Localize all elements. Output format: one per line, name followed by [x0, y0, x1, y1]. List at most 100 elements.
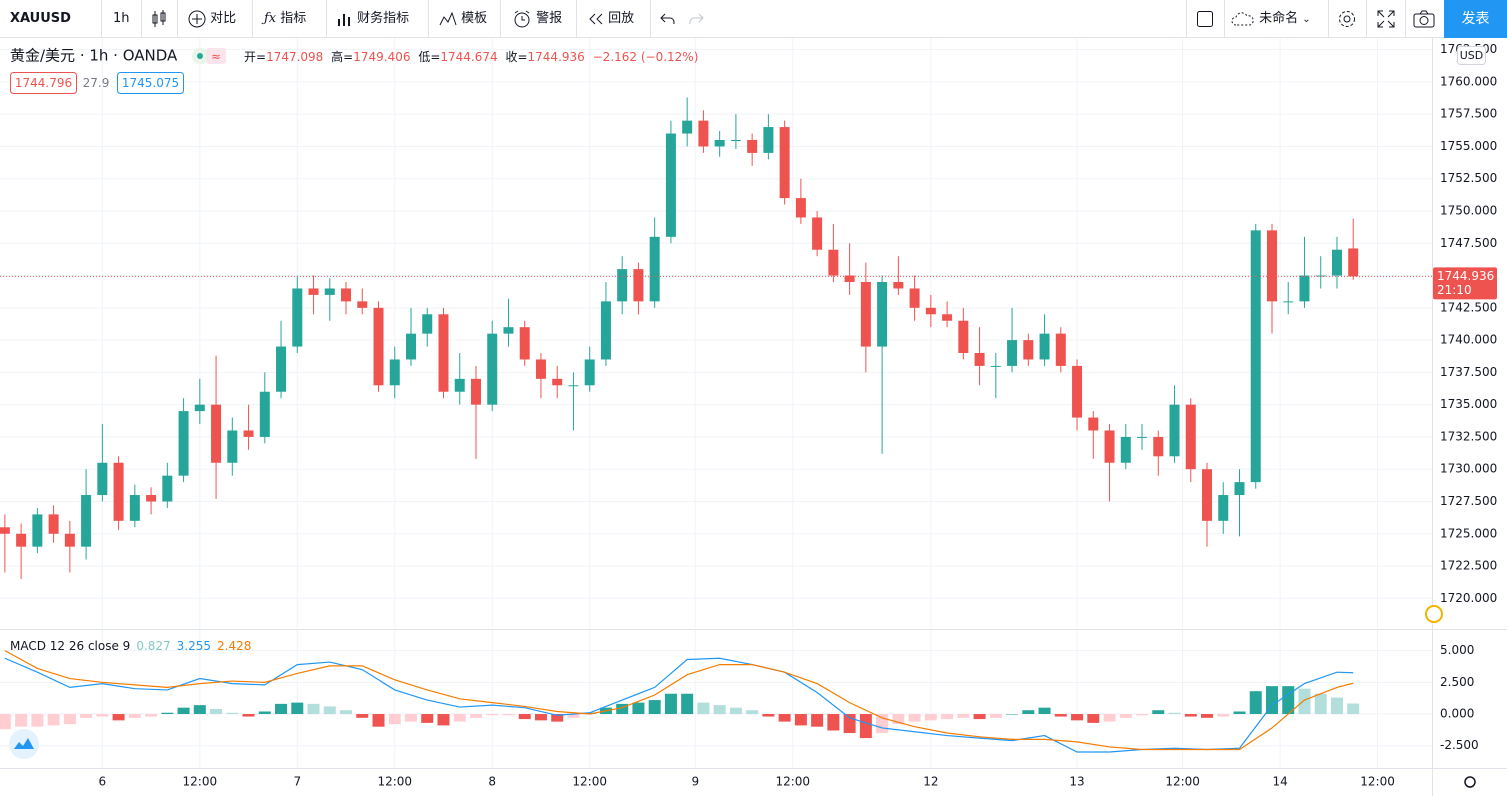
separator	[1405, 0, 1406, 37]
bars-icon	[338, 13, 350, 26]
replay-icon	[589, 13, 603, 24]
histogram-bar	[31, 714, 44, 727]
candle-body	[1331, 249, 1342, 276]
candle-icon	[152, 9, 166, 27]
last-price-tag	[1433, 267, 1497, 300]
candle-body	[779, 127, 790, 199]
histogram-bar	[859, 714, 872, 739]
candle-body	[243, 430, 254, 437]
financials-button[interactable]: 财务指标	[337, 0, 409, 37]
x-tick-label: 12:00	[1360, 775, 1395, 789]
logo[interactable]	[9, 729, 39, 759]
bid-box[interactable]	[10, 72, 77, 94]
indicator-title: MACD 12 26 close 9	[10, 639, 130, 653]
events-icon[interactable]	[1425, 605, 1443, 623]
candle-body	[909, 288, 920, 308]
candle-body	[795, 198, 806, 218]
layout-button[interactable]	[1196, 0, 1214, 37]
indicators-button[interactable]: ƒx 指标	[264, 0, 306, 37]
compare-button[interactable]: 对比	[188, 0, 236, 37]
histogram-bar	[648, 700, 661, 715]
histogram-bar	[242, 714, 255, 717]
candle-body	[990, 365, 1001, 367]
chart-type[interactable]	[151, 0, 167, 37]
grid	[0, 38, 1432, 768]
histogram-bar	[827, 714, 840, 731]
histogram-bar	[1119, 714, 1132, 718]
replay-button[interactable]: 回放	[588, 0, 634, 37]
undo-button[interactable]	[660, 0, 676, 37]
settings-icon[interactable]	[1464, 776, 1476, 788]
settings-button[interactable]	[1337, 0, 1357, 37]
candle-body	[1169, 404, 1180, 457]
candle-body	[162, 475, 173, 502]
histogram-bar	[632, 702, 645, 715]
y-tick-label: 1760.000	[1440, 74, 1497, 88]
snapshot-button[interactable]	[1413, 0, 1435, 37]
candle-body	[308, 288, 319, 295]
histogram-bar	[469, 714, 482, 718]
status-icon: ≈	[211, 50, 221, 64]
separator	[1366, 0, 1367, 37]
fullscreen-icon	[1377, 10, 1395, 27]
candle-body	[1299, 275, 1310, 302]
x-tick-label: 12	[923, 775, 938, 789]
candle-body	[877, 282, 888, 347]
candle-body	[730, 139, 741, 141]
x-tick-label: 13	[1069, 775, 1084, 789]
redo-button[interactable]	[688, 0, 704, 37]
templates-button[interactable]: 模板	[439, 0, 487, 37]
macd-line	[4, 650, 1354, 751]
symbol[interactable]: XAUUSD	[10, 11, 71, 26]
candle-body	[633, 269, 644, 302]
candle-body	[32, 514, 43, 547]
currency-box[interactable]	[1457, 46, 1486, 65]
y-tick-label: 1725.000	[1440, 526, 1497, 540]
histogram-bar	[0, 714, 11, 730]
candle-body	[714, 139, 725, 147]
histogram-bar	[713, 705, 726, 715]
candle-body	[958, 320, 969, 354]
histogram-bar	[421, 714, 434, 723]
y-tick-label: 2.500	[1440, 675, 1474, 689]
candle-body	[276, 346, 287, 392]
y-tick-label: 1740.000	[1440, 333, 1497, 347]
interval[interactable]: 1h	[113, 11, 130, 26]
publish-button[interactable]: 发表	[1444, 0, 1507, 38]
alert-button[interactable]: 警报	[512, 0, 562, 37]
separator	[177, 0, 178, 37]
layout-name[interactable]: 未命名 ⌄	[1231, 0, 1311, 37]
candle-body	[942, 314, 953, 321]
legend-value: 1744.674	[440, 50, 497, 64]
histogram-bar	[908, 714, 921, 722]
histogram-bar	[128, 714, 141, 718]
candle-body	[1234, 482, 1245, 496]
candle-body	[357, 301, 368, 308]
histogram-bar	[145, 714, 158, 717]
histogram-bar	[1298, 688, 1311, 715]
candle-body	[454, 378, 465, 392]
histogram-bar	[616, 703, 629, 715]
histogram-bar	[15, 714, 28, 727]
candle-body	[763, 127, 774, 153]
alert-label: 警报	[536, 11, 563, 26]
legend-value: 3.255	[177, 639, 211, 653]
alarm-icon	[514, 10, 530, 27]
y-tick-label: -2.500	[1440, 738, 1479, 752]
histogram-bar	[1136, 714, 1149, 716]
candle-body	[568, 385, 579, 387]
ask-box[interactable]	[117, 72, 184, 94]
x-tick-label: 12:00	[572, 775, 607, 789]
candle-body	[1283, 301, 1294, 303]
histogram-bar	[437, 714, 450, 726]
histogram-bar	[63, 714, 76, 725]
dropdown-arrow: ⌄	[1302, 14, 1311, 25]
fullscreen-button[interactable]	[1377, 0, 1395, 37]
candle-body	[698, 120, 709, 147]
separator	[101, 0, 102, 37]
spread: 27.9	[83, 76, 110, 90]
histogram-bar	[161, 712, 174, 715]
candle-body	[487, 333, 498, 405]
candle-body	[747, 139, 758, 153]
countdown: 21:10	[1437, 283, 1472, 297]
